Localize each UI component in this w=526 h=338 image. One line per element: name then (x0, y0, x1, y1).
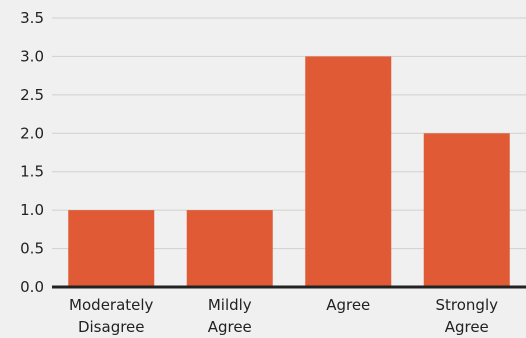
x-category-label: Strongly Agree (436, 296, 499, 336)
x-category-label-line: Strongly (436, 296, 499, 314)
x-category-label-line: Moderately (69, 296, 154, 314)
y-tick-label: 1.0 (20, 201, 44, 219)
x-category-label: Mildly Agree (208, 296, 252, 336)
y-tick-label: 0.0 (20, 278, 44, 296)
y-tick-label: 3.5 (20, 9, 44, 27)
bar (305, 56, 392, 287)
x-category-label-line: Agree (208, 318, 252, 336)
y-tick-label: 0.5 (20, 240, 44, 258)
x-category-label: Moderately Disagree (69, 296, 154, 336)
bars (68, 56, 510, 287)
y-tick-label: 2.0 (20, 124, 44, 142)
x-category-label-line: Disagree (78, 318, 145, 336)
x-category-label-line: Mildly (208, 296, 252, 314)
y-tick-label: 1.5 (20, 163, 44, 181)
y-tick-label: 2.5 (20, 86, 44, 104)
bar (68, 210, 155, 287)
bar (423, 133, 510, 287)
y-tick-label: 3.0 (20, 47, 44, 65)
x-category-label-line: Agree (445, 318, 489, 336)
bar (186, 210, 273, 287)
x-category-label-line: Agree (326, 296, 370, 314)
y-axis-tick-labels: 0.0 0.5 1.0 1.5 2.0 2.5 3.0 3.5 (20, 9, 44, 296)
x-category-label: Agree (326, 296, 370, 314)
